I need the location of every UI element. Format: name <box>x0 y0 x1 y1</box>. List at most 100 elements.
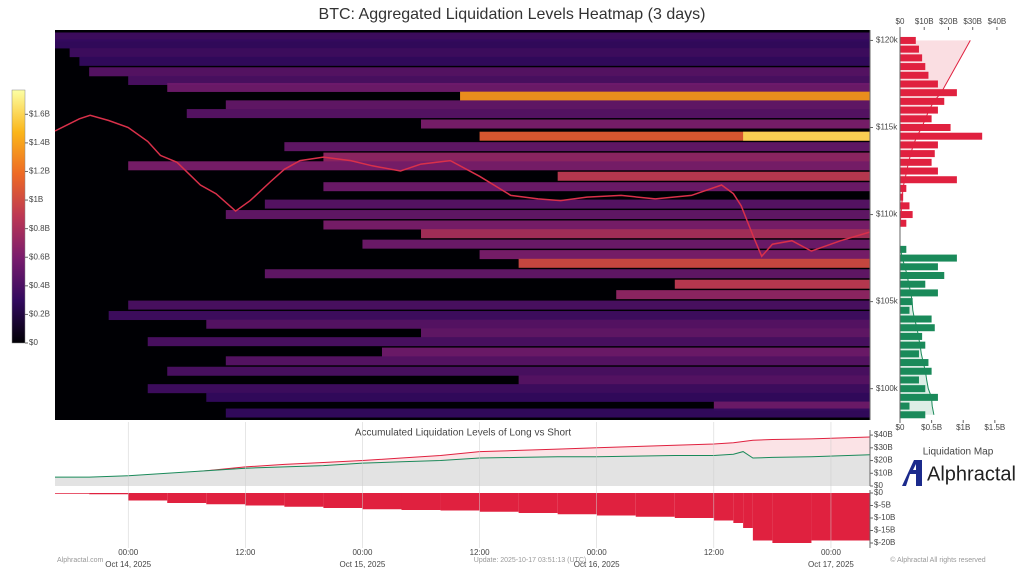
y-tick-label: $0 <box>874 481 883 490</box>
delta-bar <box>635 493 675 517</box>
heat-band <box>616 290 870 300</box>
y-tick-label: $30B <box>874 443 893 452</box>
update-time: Update: 2025-10-17 03:51:13 (UTC) <box>474 557 586 564</box>
y-tick-label: $-10B <box>874 513 895 522</box>
colorbar-label: $0.6B <box>29 252 50 261</box>
copyright: © Alphractal All rights reserved <box>890 556 986 564</box>
heat-band <box>128 300 870 310</box>
y-tick-label: $-20B <box>874 538 895 547</box>
liq-bar <box>900 89 957 97</box>
delta-bar <box>479 493 519 512</box>
heat-band <box>743 131 870 141</box>
liq-bar <box>900 36 916 44</box>
delta-bar <box>733 493 744 523</box>
heat-band <box>225 210 871 220</box>
y-tick-label: $-15B <box>874 526 895 535</box>
y-tick-label: $40B <box>874 430 893 439</box>
heat-band <box>284 142 871 152</box>
liq-bar <box>900 97 945 105</box>
heat-band <box>206 392 871 402</box>
delta-bar <box>323 493 363 508</box>
heat-band <box>186 109 870 119</box>
liq-bar <box>900 184 907 192</box>
liq-bar <box>900 315 932 323</box>
liq-bar <box>900 271 945 279</box>
delta-bar <box>401 493 441 510</box>
liq-bar <box>900 211 913 219</box>
liq-bar <box>900 332 923 340</box>
liq-bar <box>900 393 938 401</box>
liq-bar <box>900 54 923 62</box>
liq-bar <box>900 106 938 114</box>
heat-band <box>167 82 871 92</box>
liq-bar <box>900 150 935 158</box>
liq-bar <box>900 359 929 367</box>
delta-bar <box>713 493 734 521</box>
heat-band <box>421 328 870 338</box>
y-tick-label: $100k <box>876 384 899 393</box>
x2-tick-label: $10B <box>915 17 934 26</box>
delta-bar <box>743 493 753 528</box>
delta-bar <box>206 493 246 505</box>
liq-bar <box>900 71 929 79</box>
delta-bar <box>167 493 207 503</box>
heat-band <box>128 75 870 85</box>
x2-tick-label: $0 <box>896 17 905 26</box>
liq-bar <box>900 158 932 166</box>
delta-bar <box>518 493 558 513</box>
liq-bar <box>900 63 926 71</box>
y-tick-label: $110k <box>876 210 898 219</box>
liq-bar <box>900 306 910 314</box>
x-tick-label: 00:00 <box>821 548 842 557</box>
y-tick-label: $0 <box>874 488 883 497</box>
cumulative-line <box>899 40 971 224</box>
heat-band <box>518 375 870 385</box>
x2-tick-label: $40B <box>988 17 1007 26</box>
liq-bar <box>900 124 951 131</box>
heat-band <box>167 366 871 376</box>
delta-bar <box>811 493 870 541</box>
colorbar-label: $1.2B <box>29 167 50 176</box>
x-tick-label: $1B <box>956 423 970 432</box>
x-tick-label: 00:00 <box>118 548 139 557</box>
panel-title: Accumulated Liquidation Levels of Long v… <box>355 428 571 439</box>
liq-bar <box>900 280 926 288</box>
heat-band <box>206 319 871 329</box>
heat-band <box>674 279 870 289</box>
heat-band <box>518 258 870 268</box>
liq-bar <box>900 411 926 419</box>
x2-tick-label: $30B <box>963 17 982 26</box>
x-tick-date: Oct 17, 2025 <box>808 560 854 569</box>
y-tick-label: $105k <box>876 297 899 306</box>
x-tick-date: Oct 14, 2025 <box>105 560 151 569</box>
liq-bar <box>900 202 910 210</box>
liq-bar <box>900 341 926 349</box>
x2-tick-label: $20B <box>939 17 958 26</box>
liq-bar <box>900 367 932 375</box>
delta-bar <box>55 493 90 494</box>
y-tick-label: $120k <box>876 36 899 45</box>
heat-band <box>479 250 870 260</box>
heat-band <box>264 269 870 279</box>
logo-icon <box>902 460 922 486</box>
liq-bar <box>900 245 907 253</box>
delta-bar <box>128 493 168 501</box>
liq-bar <box>900 263 938 271</box>
heat-band <box>557 171 870 181</box>
liq-bar <box>900 80 938 88</box>
y-tick-label: $115k <box>876 123 898 132</box>
liq-bar <box>900 141 938 149</box>
heat-band <box>460 91 870 101</box>
liq-bar <box>900 115 932 123</box>
price-line <box>54 114 871 258</box>
brand-name: Alphractal <box>927 463 1016 485</box>
x-tick-label: $1.5B <box>984 423 1005 432</box>
delta-bar <box>596 493 636 516</box>
colorbar-label: $1B <box>29 195 43 204</box>
y-tick-label: $-5B <box>874 501 891 510</box>
colorbar-label: $0.2B <box>29 310 50 319</box>
colorbar-label: $0.8B <box>29 224 50 233</box>
x-tick-label: 12:00 <box>470 548 491 557</box>
delta-bar <box>557 493 597 515</box>
heat-band <box>479 131 870 141</box>
